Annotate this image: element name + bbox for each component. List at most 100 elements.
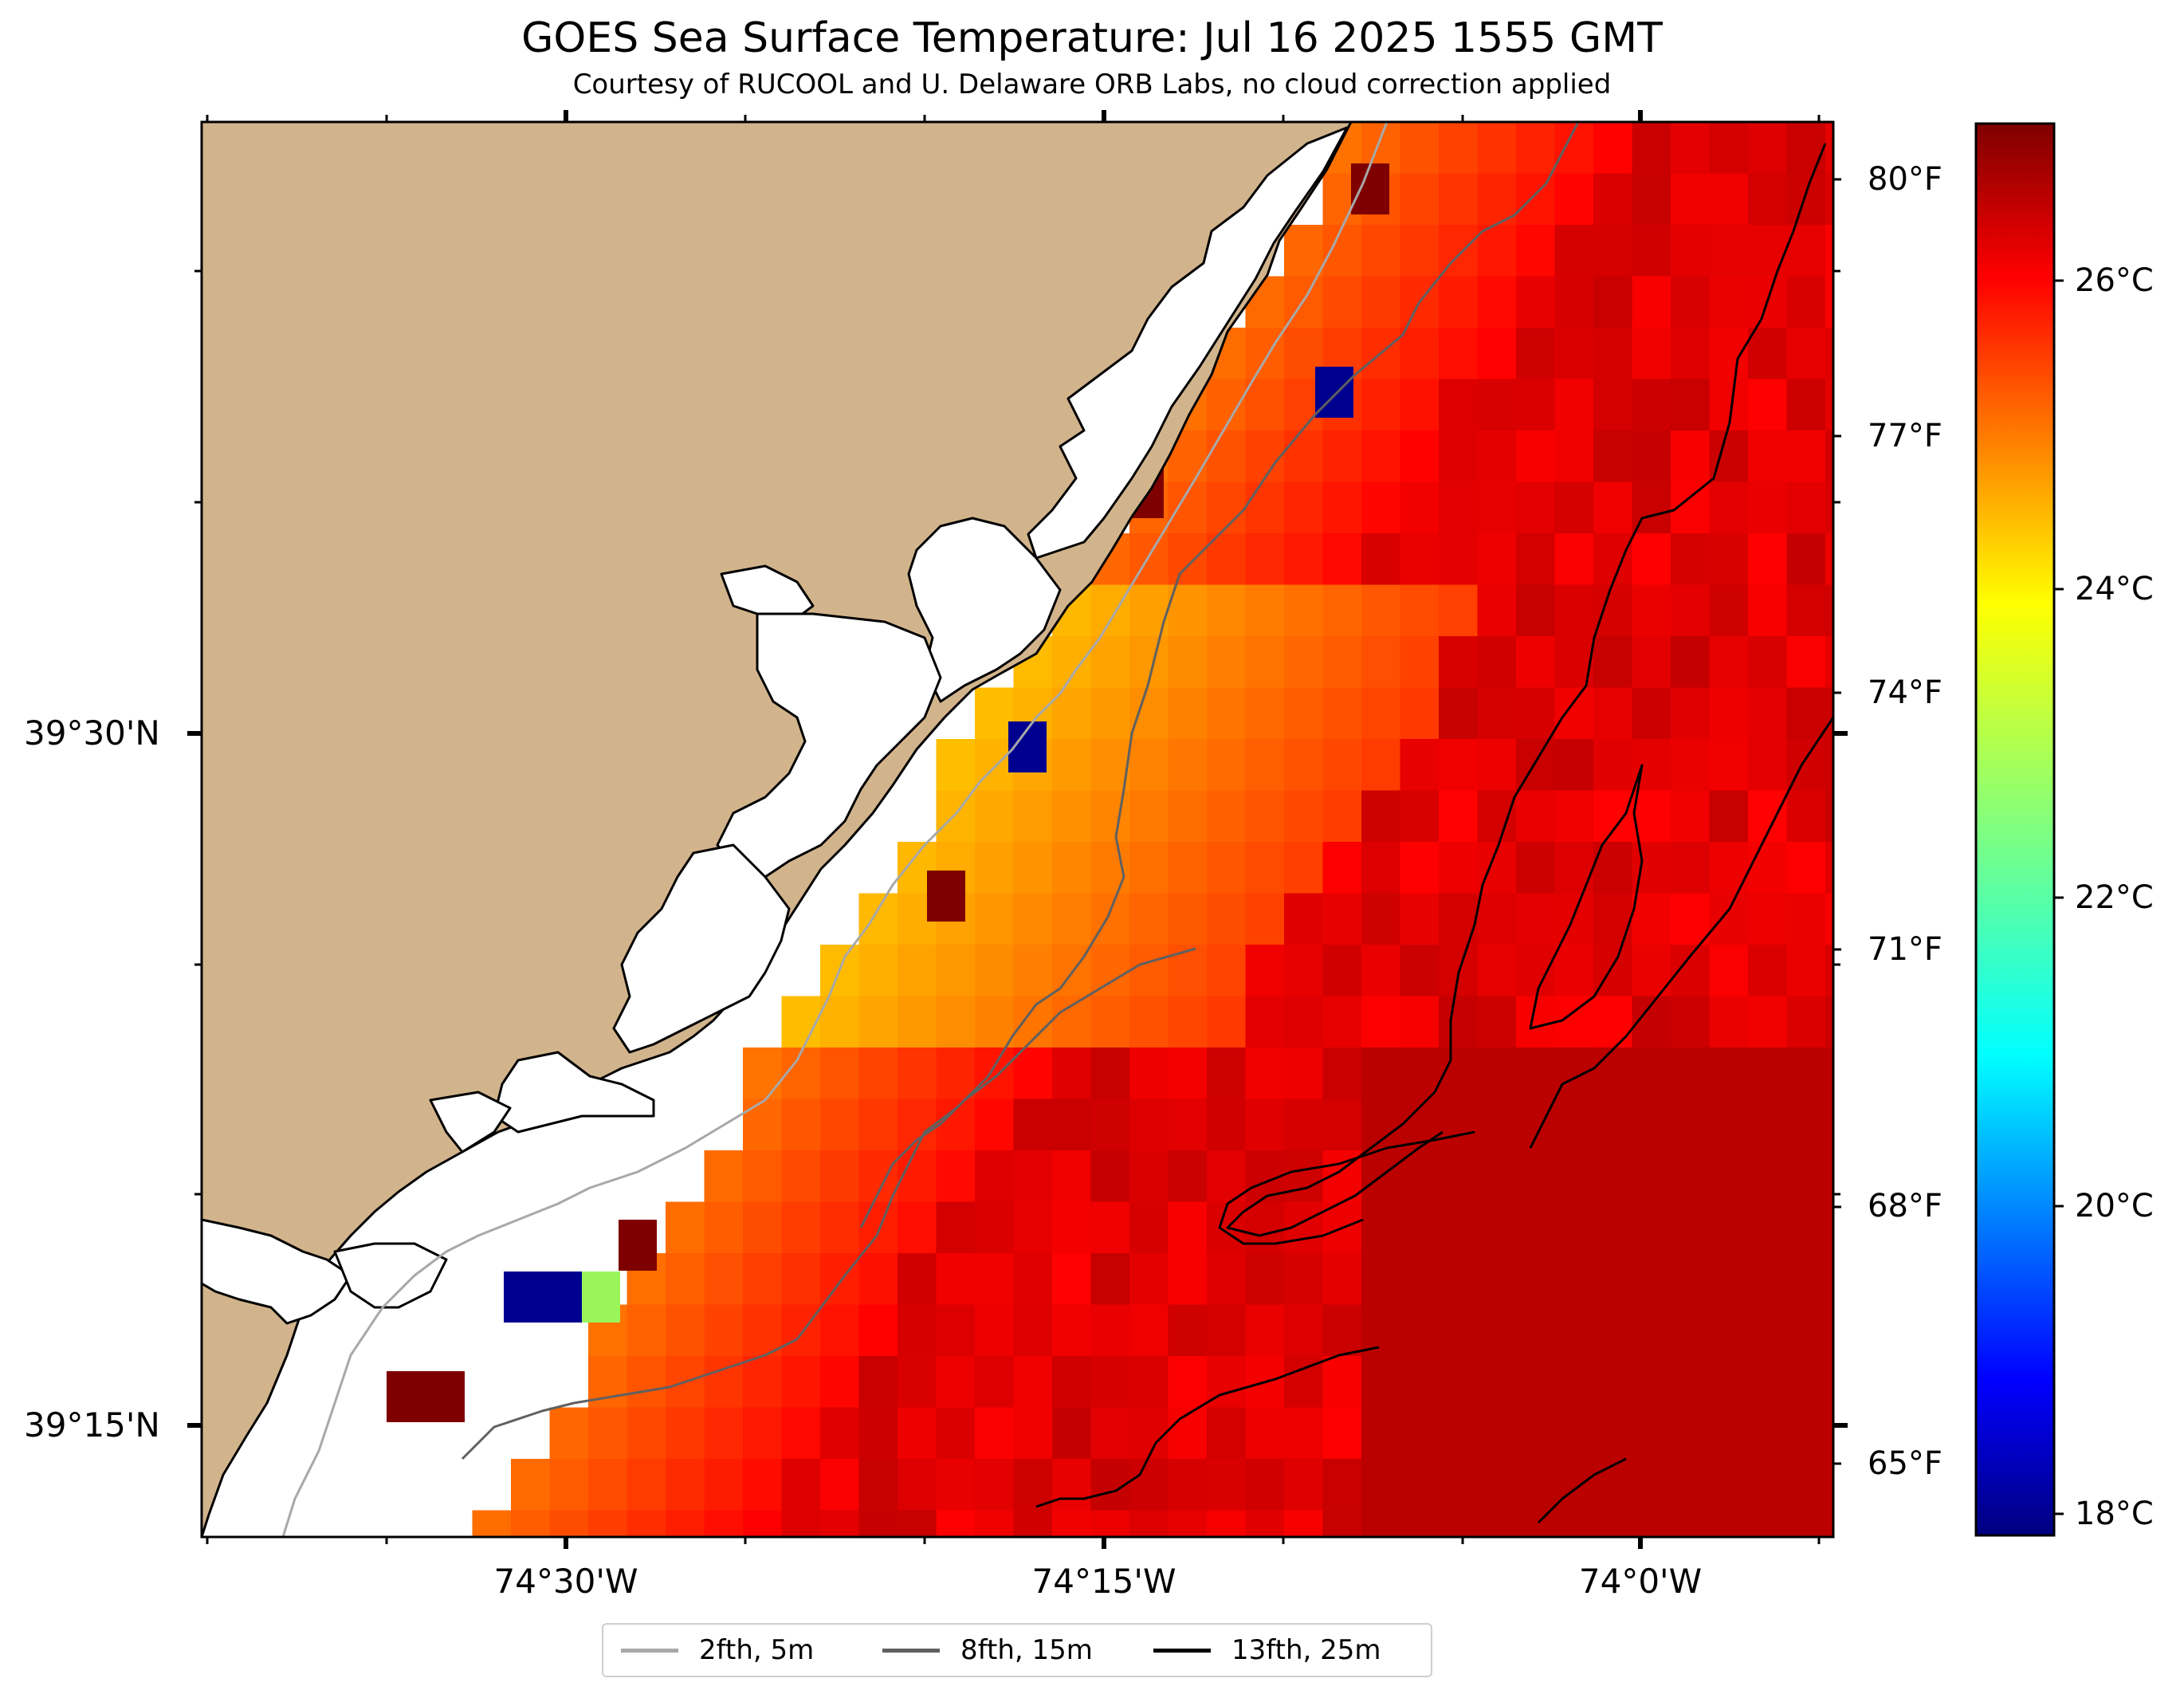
sst-cell	[1593, 173, 1633, 226]
sst-cell	[1671, 173, 1711, 226]
sst-cell	[1245, 1510, 1285, 1537]
sst-cell	[1477, 945, 1517, 997]
sst-cell	[781, 1407, 821, 1460]
sst-cell	[1322, 1356, 1362, 1409]
sst-cell	[1400, 533, 1440, 586]
sst-cell	[1748, 1356, 1788, 1409]
sst-cell	[743, 1304, 783, 1357]
sst-cell	[1671, 276, 1711, 328]
sst-cell	[1245, 1304, 1285, 1357]
sst-cell	[898, 996, 937, 1048]
sst-cell	[1709, 225, 1749, 277]
sst-cell	[1554, 328, 1594, 380]
sst-cell	[1439, 481, 1479, 534]
sst-cell	[1516, 1510, 1556, 1537]
sst-cell	[1786, 584, 1826, 637]
sst-cell	[1361, 1510, 1401, 1537]
sst-cell	[1284, 1099, 1324, 1151]
sst-cell	[1168, 533, 1208, 586]
sst-cell	[1632, 1459, 1671, 1511]
sst-cell	[1632, 533, 1671, 586]
sst-cell	[1632, 328, 1671, 380]
sst-cell	[1632, 1356, 1671, 1409]
sst-cell	[1786, 1510, 1826, 1537]
sst-cell	[1748, 379, 1788, 431]
sst-cell	[743, 1510, 783, 1537]
map-panel	[202, 122, 1833, 1537]
sst-cell	[820, 1356, 860, 1409]
sst-cell	[1284, 945, 1324, 997]
sst-cell	[1439, 173, 1479, 226]
sst-cell	[1207, 636, 1247, 689]
sst-cell	[1284, 687, 1324, 740]
sst-cell	[1168, 687, 1208, 740]
sst-cell	[1477, 1356, 1517, 1409]
sst-cell	[1825, 636, 1833, 689]
sst-cell	[1593, 1407, 1633, 1460]
sst-cell	[1825, 1150, 1833, 1203]
sst-cell	[1322, 1407, 1362, 1460]
sst-cell	[1129, 893, 1169, 945]
sst-cell	[1439, 1459, 1479, 1511]
legend-item-8fth: 8fth, 15m	[882, 1625, 1093, 1676]
sst-cell	[1632, 122, 1671, 175]
sst-cell	[1439, 842, 1479, 894]
sst-cell	[1245, 945, 1285, 997]
sst-cell	[1207, 481, 1247, 534]
sst-cell	[1632, 1510, 1671, 1537]
sst-cell	[1052, 842, 1092, 894]
legend-line-13fth	[1153, 1648, 1211, 1653]
sst-cell	[1786, 173, 1826, 226]
sst-cell	[820, 1150, 860, 1203]
sst-cell	[1284, 225, 1324, 277]
sst-cell	[1593, 1510, 1633, 1537]
sst-cell	[704, 1459, 744, 1511]
sst-cell	[1322, 1047, 1362, 1100]
sst-cell	[1361, 636, 1401, 689]
sst-cell	[1709, 533, 1749, 586]
sst-cell	[1748, 1099, 1788, 1151]
sst-cell	[1554, 276, 1594, 328]
sst-cell	[1709, 1099, 1749, 1151]
sst-cell	[743, 1356, 783, 1409]
sst-cell	[1709, 1253, 1749, 1306]
sst-cell	[1748, 687, 1788, 740]
sst-cell	[1168, 1201, 1208, 1254]
sst-cell	[781, 1047, 821, 1100]
sst-cell	[1825, 533, 1833, 586]
lat-label-39-15: 39°15'N	[24, 1405, 160, 1444]
contour-2fth	[281, 122, 1389, 1537]
sst-cell	[1554, 945, 1594, 997]
sst-cell	[1825, 739, 1833, 792]
sst-cell	[1168, 1407, 1208, 1460]
sst-cell	[1477, 1150, 1517, 1203]
sst-cell	[1052, 1099, 1092, 1151]
sst-anomaly-cell	[927, 871, 965, 922]
sst-cell	[975, 739, 1015, 792]
sst-cell	[1516, 225, 1556, 277]
sst-cell	[1013, 945, 1053, 997]
sst-cell	[898, 1510, 937, 1537]
sst-cell	[1439, 1253, 1479, 1306]
sst-cell	[1671, 1356, 1711, 1409]
sst-cell	[1284, 739, 1324, 792]
sst-cell	[1786, 1047, 1826, 1100]
sst-cell	[1786, 328, 1826, 380]
sst-cell	[743, 1459, 783, 1511]
sst-cell	[1632, 584, 1671, 637]
sst-cell	[1400, 584, 1440, 637]
sst-cell	[1709, 842, 1749, 894]
sst-cell	[1825, 790, 1833, 843]
sst-cell	[1168, 996, 1208, 1048]
sst-cell	[898, 1407, 937, 1460]
sst-cell	[1322, 636, 1362, 689]
sst-cell	[1786, 276, 1826, 328]
sst-cell	[1748, 842, 1788, 894]
sst-cell	[898, 1201, 937, 1254]
sst-cell	[1245, 1201, 1285, 1254]
sst-cell	[1825, 893, 1833, 945]
lat-label-39-30: 39°30'N	[24, 713, 160, 753]
sst-cell	[1322, 687, 1362, 740]
fahrenheit-label-77: 77°F	[1868, 418, 1942, 454]
sst-cell	[704, 1407, 744, 1460]
